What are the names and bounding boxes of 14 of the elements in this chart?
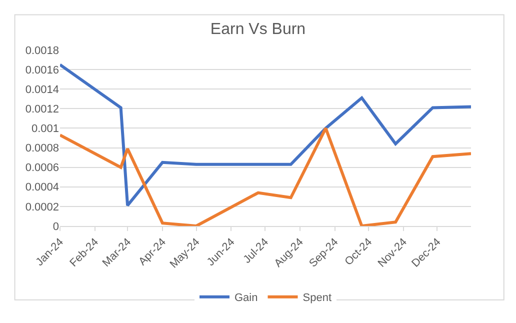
y-tick-label: 0.0016 [25, 64, 59, 76]
chart-title: Earn Vs Burn [210, 20, 306, 38]
y-tick-label: 0.0006 [25, 162, 59, 174]
y-tick-label: 0.0012 [25, 104, 59, 116]
y-tick-label: 0.001 [31, 123, 59, 136]
line-series [60, 63, 471, 207]
y-tick-label: 0.0014 [25, 84, 59, 96]
y-tick-label: 0.0002 [25, 201, 59, 214]
y-tick-label: 0.0004 [25, 182, 59, 194]
legend-label: Gain [234, 292, 258, 304]
y-tick-label: 0.0008 [25, 142, 59, 155]
legend-label: Spent [302, 292, 332, 304]
y-tick-label: 0.0018 [25, 44, 59, 57]
y-tick-label: 0 [52, 220, 59, 233]
